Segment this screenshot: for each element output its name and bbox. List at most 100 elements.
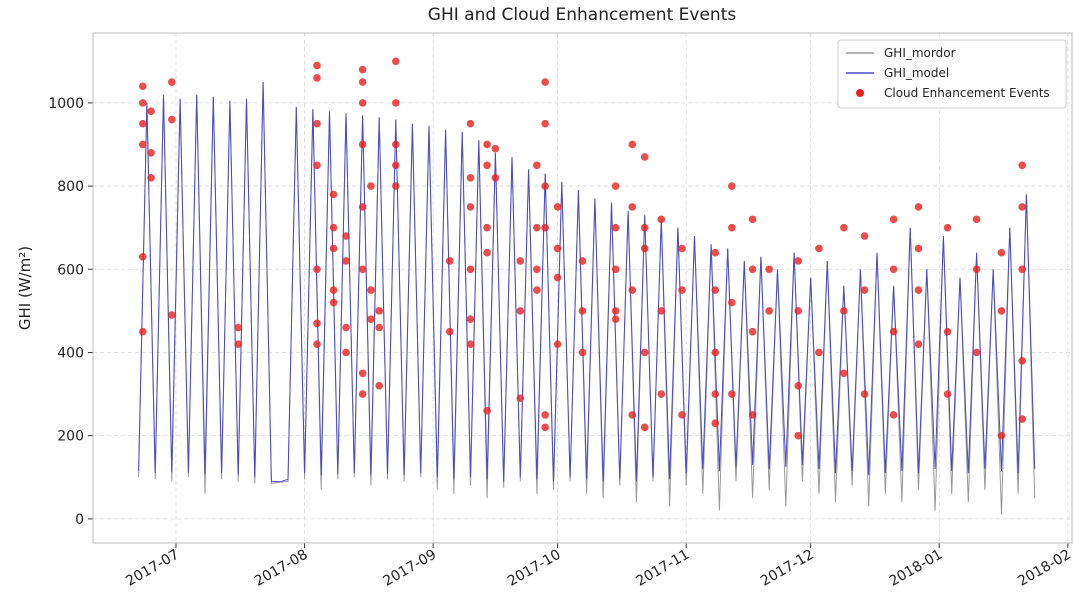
x-tick-label: 2017-08	[252, 547, 311, 590]
event-point	[147, 107, 155, 116]
event-point	[342, 232, 350, 240]
event-point	[313, 61, 321, 70]
legend-label: GHI_model	[884, 66, 949, 80]
event-point	[972, 265, 981, 274]
event-point	[578, 348, 587, 357]
event-point	[313, 161, 321, 170]
event-point	[794, 257, 803, 265]
event-point	[358, 265, 367, 274]
event-point	[392, 57, 400, 66]
event-point	[794, 307, 803, 315]
event-point	[943, 327, 952, 336]
event-point	[367, 315, 375, 323]
event-point	[483, 140, 491, 149]
event-point	[342, 323, 350, 332]
chart-title: GHI and Cloud Enhancement Events	[428, 5, 737, 25]
event-point	[392, 161, 400, 170]
event-point	[711, 348, 720, 357]
event-point	[578, 307, 587, 315]
event-point	[640, 244, 649, 253]
event-point	[445, 257, 454, 265]
legend: GHI_mordor GHI_model Cloud Enhancement Eve…	[837, 39, 1067, 109]
event-point	[541, 182, 549, 190]
event-point	[138, 253, 147, 261]
event-point	[375, 307, 384, 315]
event-point	[860, 232, 869, 240]
event-point	[483, 406, 491, 415]
event-point	[358, 99, 367, 107]
event-point	[329, 223, 338, 232]
event-point	[640, 153, 649, 161]
event-point	[711, 248, 720, 257]
event-point	[860, 286, 869, 294]
event-point	[553, 273, 562, 282]
event-point	[342, 348, 350, 357]
event-point	[466, 119, 475, 128]
event-point	[138, 119, 147, 128]
event-point	[840, 369, 848, 378]
event-point	[329, 244, 338, 253]
x-tick-label: 2018-01	[887, 547, 946, 590]
event-point	[541, 119, 549, 128]
event-point	[541, 223, 549, 232]
event-point	[491, 144, 500, 153]
event-point	[313, 340, 321, 348]
event-point	[728, 223, 736, 232]
event-point	[914, 244, 923, 253]
event-point	[640, 223, 649, 232]
event-point	[711, 390, 720, 398]
event-point	[541, 78, 549, 86]
series-line	[138, 82, 1036, 483]
event-point	[972, 215, 981, 224]
event-point	[728, 390, 736, 398]
event-point	[329, 190, 338, 199]
event-point	[533, 265, 541, 274]
event-point	[313, 74, 321, 82]
event-point	[889, 327, 898, 336]
x-tick-label: 2017-11	[634, 547, 693, 590]
event-point	[313, 119, 321, 128]
event-point	[889, 265, 898, 274]
plot-frame	[92, 32, 1073, 544]
event-point	[466, 203, 475, 211]
event-point	[914, 340, 923, 348]
event-point	[168, 311, 176, 319]
event-point	[138, 82, 147, 91]
event-point	[516, 394, 525, 403]
event-point	[138, 99, 147, 107]
event-point	[728, 182, 736, 190]
event-point	[392, 182, 400, 190]
event-point	[678, 244, 686, 253]
event-point	[1018, 415, 1027, 423]
event-point	[628, 411, 637, 419]
event-point	[553, 203, 562, 211]
event-point	[375, 381, 384, 390]
event-point	[640, 423, 649, 432]
event-point	[329, 298, 338, 307]
event-point	[997, 431, 1006, 440]
event-point	[168, 115, 176, 124]
event-point	[358, 78, 367, 86]
event-point	[628, 140, 637, 149]
event-point	[358, 203, 367, 211]
event-point	[313, 319, 321, 328]
event-point	[611, 315, 620, 323]
event-point	[147, 149, 155, 157]
event-point	[491, 173, 500, 182]
event-point	[657, 307, 666, 315]
y-axis-label: GHI (W/m²)	[16, 246, 34, 330]
event-point	[516, 307, 525, 315]
event-point	[657, 390, 666, 398]
event-point	[840, 223, 848, 232]
event-point	[678, 286, 686, 294]
series-line	[138, 82, 1036, 515]
event-point	[997, 307, 1006, 315]
y-tick-label: 200	[57, 429, 84, 445]
event-point	[147, 173, 155, 182]
event-point	[840, 307, 848, 315]
y-tick-label: 400	[57, 345, 84, 361]
event-point	[611, 223, 620, 232]
event-point	[889, 411, 898, 419]
event-point	[445, 327, 454, 336]
event-point	[972, 348, 981, 357]
